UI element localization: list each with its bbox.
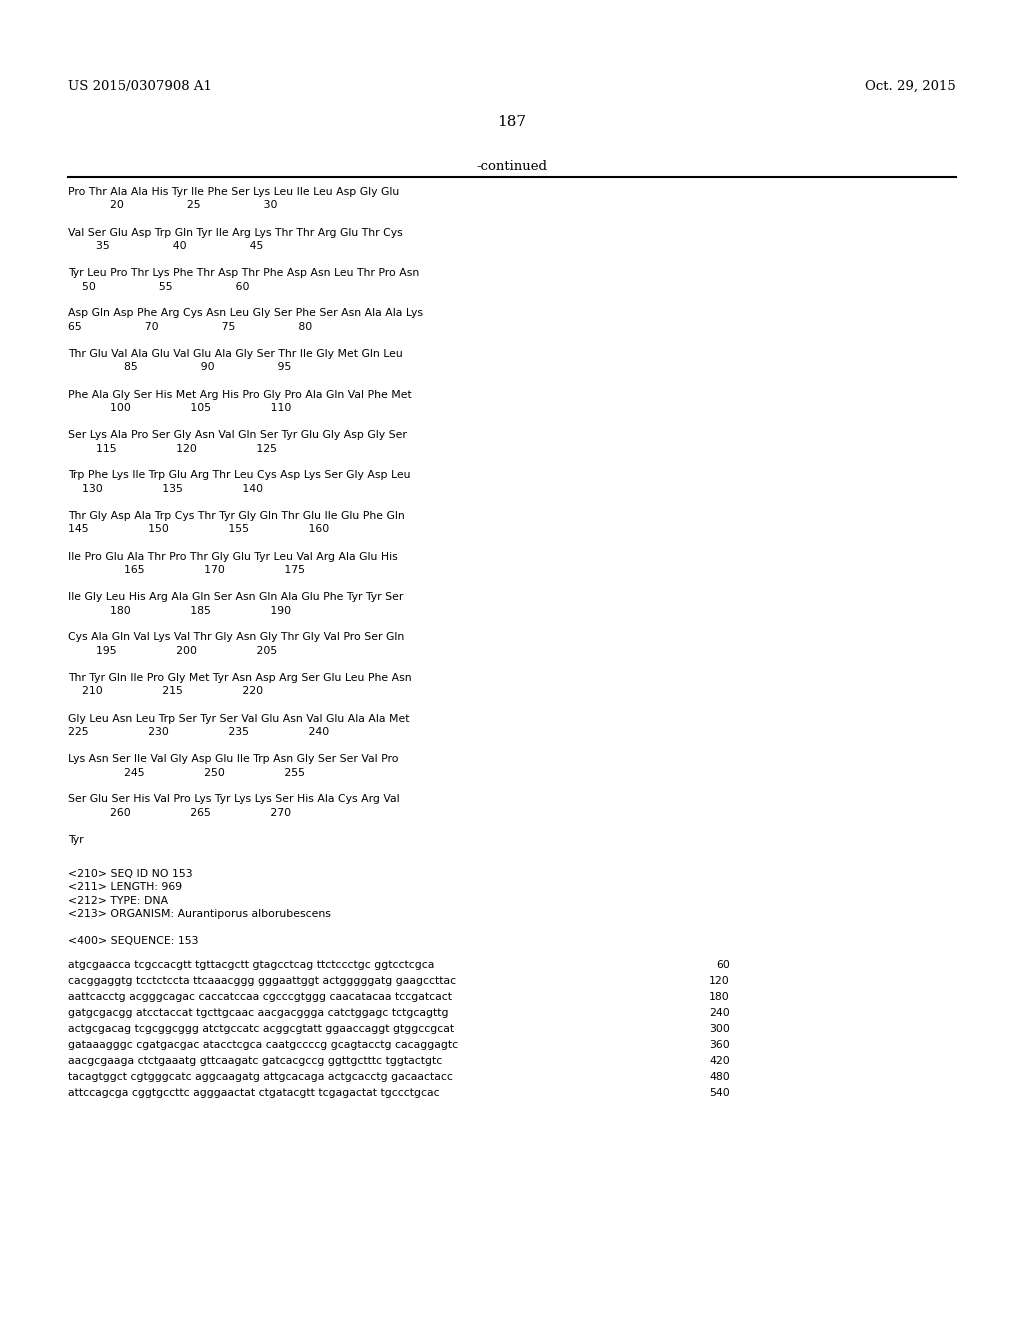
- Text: Thr Tyr Gln Ile Pro Gly Met Tyr Asn Asp Arg Ser Glu Leu Phe Asn: Thr Tyr Gln Ile Pro Gly Met Tyr Asn Asp …: [68, 673, 412, 682]
- Text: 20                  25                  30: 20 25 30: [68, 201, 278, 210]
- Text: Ser Glu Ser His Val Pro Lys Tyr Lys Lys Ser His Ala Cys Arg Val: Ser Glu Ser His Val Pro Lys Tyr Lys Lys …: [68, 795, 399, 804]
- Text: 300: 300: [710, 1023, 730, 1034]
- Text: atgcgaacca tcgccacgtt tgttacgctt gtagcctcag ttctccctgc ggtcctcgca: atgcgaacca tcgccacgtt tgttacgctt gtagcct…: [68, 960, 434, 969]
- Text: <212> TYPE: DNA: <212> TYPE: DNA: [68, 895, 168, 906]
- Text: Asp Gln Asp Phe Arg Cys Asn Leu Gly Ser Phe Ser Asn Ala Ala Lys: Asp Gln Asp Phe Arg Cys Asn Leu Gly Ser …: [68, 309, 423, 318]
- Text: gatgcgacgg atcctaccat tgcttgcaac aacgacggga catctggagc tctgcagttg: gatgcgacgg atcctaccat tgcttgcaac aacgacg…: [68, 1007, 449, 1018]
- Text: 420: 420: [710, 1056, 730, 1065]
- Text: 225                 230                 235                 240: 225 230 235 240: [68, 727, 330, 737]
- Text: 130                 135                 140: 130 135 140: [68, 484, 263, 494]
- Text: US 2015/0307908 A1: US 2015/0307908 A1: [68, 81, 212, 92]
- Text: Lys Asn Ser Ile Val Gly Asp Glu Ile Trp Asn Gly Ser Ser Val Pro: Lys Asn Ser Ile Val Gly Asp Glu Ile Trp …: [68, 754, 398, 764]
- Text: Tyr: Tyr: [68, 836, 84, 845]
- Text: -continued: -continued: [476, 160, 548, 173]
- Text: 100                 105                 110: 100 105 110: [68, 403, 292, 413]
- Text: 180                 185                 190: 180 185 190: [68, 606, 291, 615]
- Text: Pro Thr Ala Ala His Tyr Ile Phe Ser Lys Leu Ile Leu Asp Gly Glu: Pro Thr Ala Ala His Tyr Ile Phe Ser Lys …: [68, 187, 399, 197]
- Text: Ile Pro Glu Ala Thr Pro Thr Gly Glu Tyr Leu Val Arg Ala Glu His: Ile Pro Glu Ala Thr Pro Thr Gly Glu Tyr …: [68, 552, 397, 561]
- Text: 115                 120                 125: 115 120 125: [68, 444, 278, 454]
- Text: 245                 250                 255: 245 250 255: [68, 767, 305, 777]
- Text: 180: 180: [710, 991, 730, 1002]
- Text: <400> SEQUENCE: 153: <400> SEQUENCE: 153: [68, 936, 199, 946]
- Text: Cys Ala Gln Val Lys Val Thr Gly Asn Gly Thr Gly Val Pro Ser Gln: Cys Ala Gln Val Lys Val Thr Gly Asn Gly …: [68, 632, 404, 643]
- Text: Oct. 29, 2015: Oct. 29, 2015: [865, 81, 956, 92]
- Text: Ser Lys Ala Pro Ser Gly Asn Val Gln Ser Tyr Glu Gly Asp Gly Ser: Ser Lys Ala Pro Ser Gly Asn Val Gln Ser …: [68, 430, 407, 440]
- Text: 165                 170                 175: 165 170 175: [68, 565, 305, 576]
- Text: 145                 150                 155                 160: 145 150 155 160: [68, 524, 330, 535]
- Text: 187: 187: [498, 115, 526, 129]
- Text: 360: 360: [710, 1040, 730, 1049]
- Text: 60: 60: [716, 960, 730, 969]
- Text: tacagtggct cgtgggcatc aggcaagatg attgcacaga actgcacctg gacaactacc: tacagtggct cgtgggcatc aggcaagatg attgcac…: [68, 1072, 453, 1081]
- Text: 50                  55                  60: 50 55 60: [68, 281, 250, 292]
- Text: <213> ORGANISM: Aurantiporus alborubescens: <213> ORGANISM: Aurantiporus alborubesce…: [68, 909, 331, 919]
- Text: 210                 215                 220: 210 215 220: [68, 686, 263, 697]
- Text: 480: 480: [710, 1072, 730, 1081]
- Text: Gly Leu Asn Leu Trp Ser Tyr Ser Val Glu Asn Val Glu Ala Ala Met: Gly Leu Asn Leu Trp Ser Tyr Ser Val Glu …: [68, 714, 410, 723]
- Text: actgcgacag tcgcggcggg atctgccatc acggcgtatt ggaaccaggt gtggccgcat: actgcgacag tcgcggcggg atctgccatc acggcgt…: [68, 1023, 454, 1034]
- Text: Phe Ala Gly Ser His Met Arg His Pro Gly Pro Ala Gln Val Phe Met: Phe Ala Gly Ser His Met Arg His Pro Gly …: [68, 389, 412, 400]
- Text: Thr Gly Asp Ala Trp Cys Thr Tyr Gly Gln Thr Glu Ile Glu Phe Gln: Thr Gly Asp Ala Trp Cys Thr Tyr Gly Gln …: [68, 511, 404, 521]
- Text: gataaagggc cgatgacgac atacctcgca caatgccccg gcagtacctg cacaggagtc: gataaagggc cgatgacgac atacctcgca caatgcc…: [68, 1040, 458, 1049]
- Text: 240: 240: [710, 1007, 730, 1018]
- Text: 120: 120: [710, 975, 730, 986]
- Text: Val Ser Glu Asp Trp Gln Tyr Ile Arg Lys Thr Thr Arg Glu Thr Cys: Val Ser Glu Asp Trp Gln Tyr Ile Arg Lys …: [68, 227, 402, 238]
- Text: aattcacctg acgggcagac caccatccaa cgcccgtggg caacatacaa tccgatcact: aattcacctg acgggcagac caccatccaa cgcccgt…: [68, 991, 452, 1002]
- Text: <211> LENGTH: 969: <211> LENGTH: 969: [68, 882, 182, 892]
- Text: aacgcgaaga ctctgaaatg gttcaagatc gatcacgccg ggttgctttc tggtactgtc: aacgcgaaga ctctgaaatg gttcaagatc gatcacg…: [68, 1056, 442, 1065]
- Text: 65                  70                  75                  80: 65 70 75 80: [68, 322, 312, 333]
- Text: <210> SEQ ID NO 153: <210> SEQ ID NO 153: [68, 869, 193, 879]
- Text: 540: 540: [710, 1088, 730, 1097]
- Text: 260                 265                 270: 260 265 270: [68, 808, 291, 818]
- Text: Thr Glu Val Ala Glu Val Glu Ala Gly Ser Thr Ile Gly Met Gln Leu: Thr Glu Val Ala Glu Val Glu Ala Gly Ser …: [68, 348, 402, 359]
- Text: 35                  40                  45: 35 40 45: [68, 242, 263, 251]
- Text: 195                 200                 205: 195 200 205: [68, 645, 278, 656]
- Text: Trp Phe Lys Ile Trp Glu Arg Thr Leu Cys Asp Lys Ser Gly Asp Leu: Trp Phe Lys Ile Trp Glu Arg Thr Leu Cys …: [68, 470, 411, 480]
- Text: 85                  90                  95: 85 90 95: [68, 363, 292, 372]
- Text: cacggaggtg tcctctccta ttcaaacggg gggaattggt actgggggatg gaagccttac: cacggaggtg tcctctccta ttcaaacggg gggaatt…: [68, 975, 456, 986]
- Text: Tyr Leu Pro Thr Lys Phe Thr Asp Thr Phe Asp Asn Leu Thr Pro Asn: Tyr Leu Pro Thr Lys Phe Thr Asp Thr Phe …: [68, 268, 419, 279]
- Text: attccagcga cggtgccttc agggaactat ctgatacgtt tcgagactat tgccctgcac: attccagcga cggtgccttc agggaactat ctgatac…: [68, 1088, 439, 1097]
- Text: Ile Gly Leu His Arg Ala Gln Ser Asn Gln Ala Glu Phe Tyr Tyr Ser: Ile Gly Leu His Arg Ala Gln Ser Asn Gln …: [68, 591, 403, 602]
